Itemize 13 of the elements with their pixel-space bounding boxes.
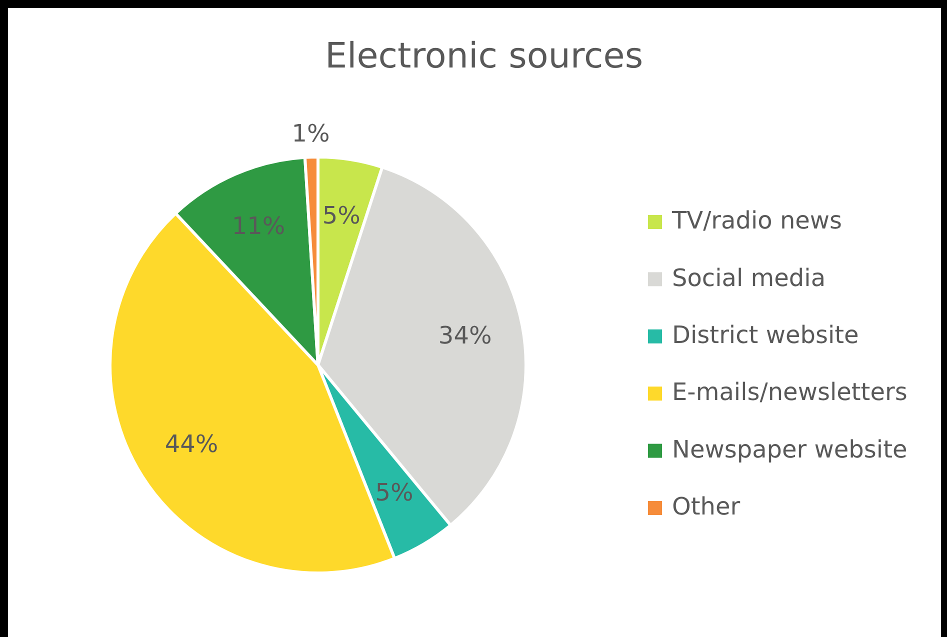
- data-label: 44%: [164, 430, 218, 458]
- data-label: 34%: [438, 322, 492, 350]
- data-label: 5%: [375, 478, 414, 506]
- legend-label: District website: [672, 320, 859, 349]
- chart-title: Electronic sources: [324, 36, 644, 77]
- legend-label: TV/radio news: [671, 206, 842, 235]
- legend-label: Social media: [672, 264, 826, 292]
- legend-label: Newspaper website: [672, 435, 908, 464]
- legend-label: E-mails/newsletters: [672, 378, 908, 406]
- data-label: 1%: [292, 120, 330, 148]
- data-label: 5%: [322, 202, 360, 230]
- data-label: 11%: [232, 212, 286, 240]
- legend-label: Other: [672, 492, 740, 521]
